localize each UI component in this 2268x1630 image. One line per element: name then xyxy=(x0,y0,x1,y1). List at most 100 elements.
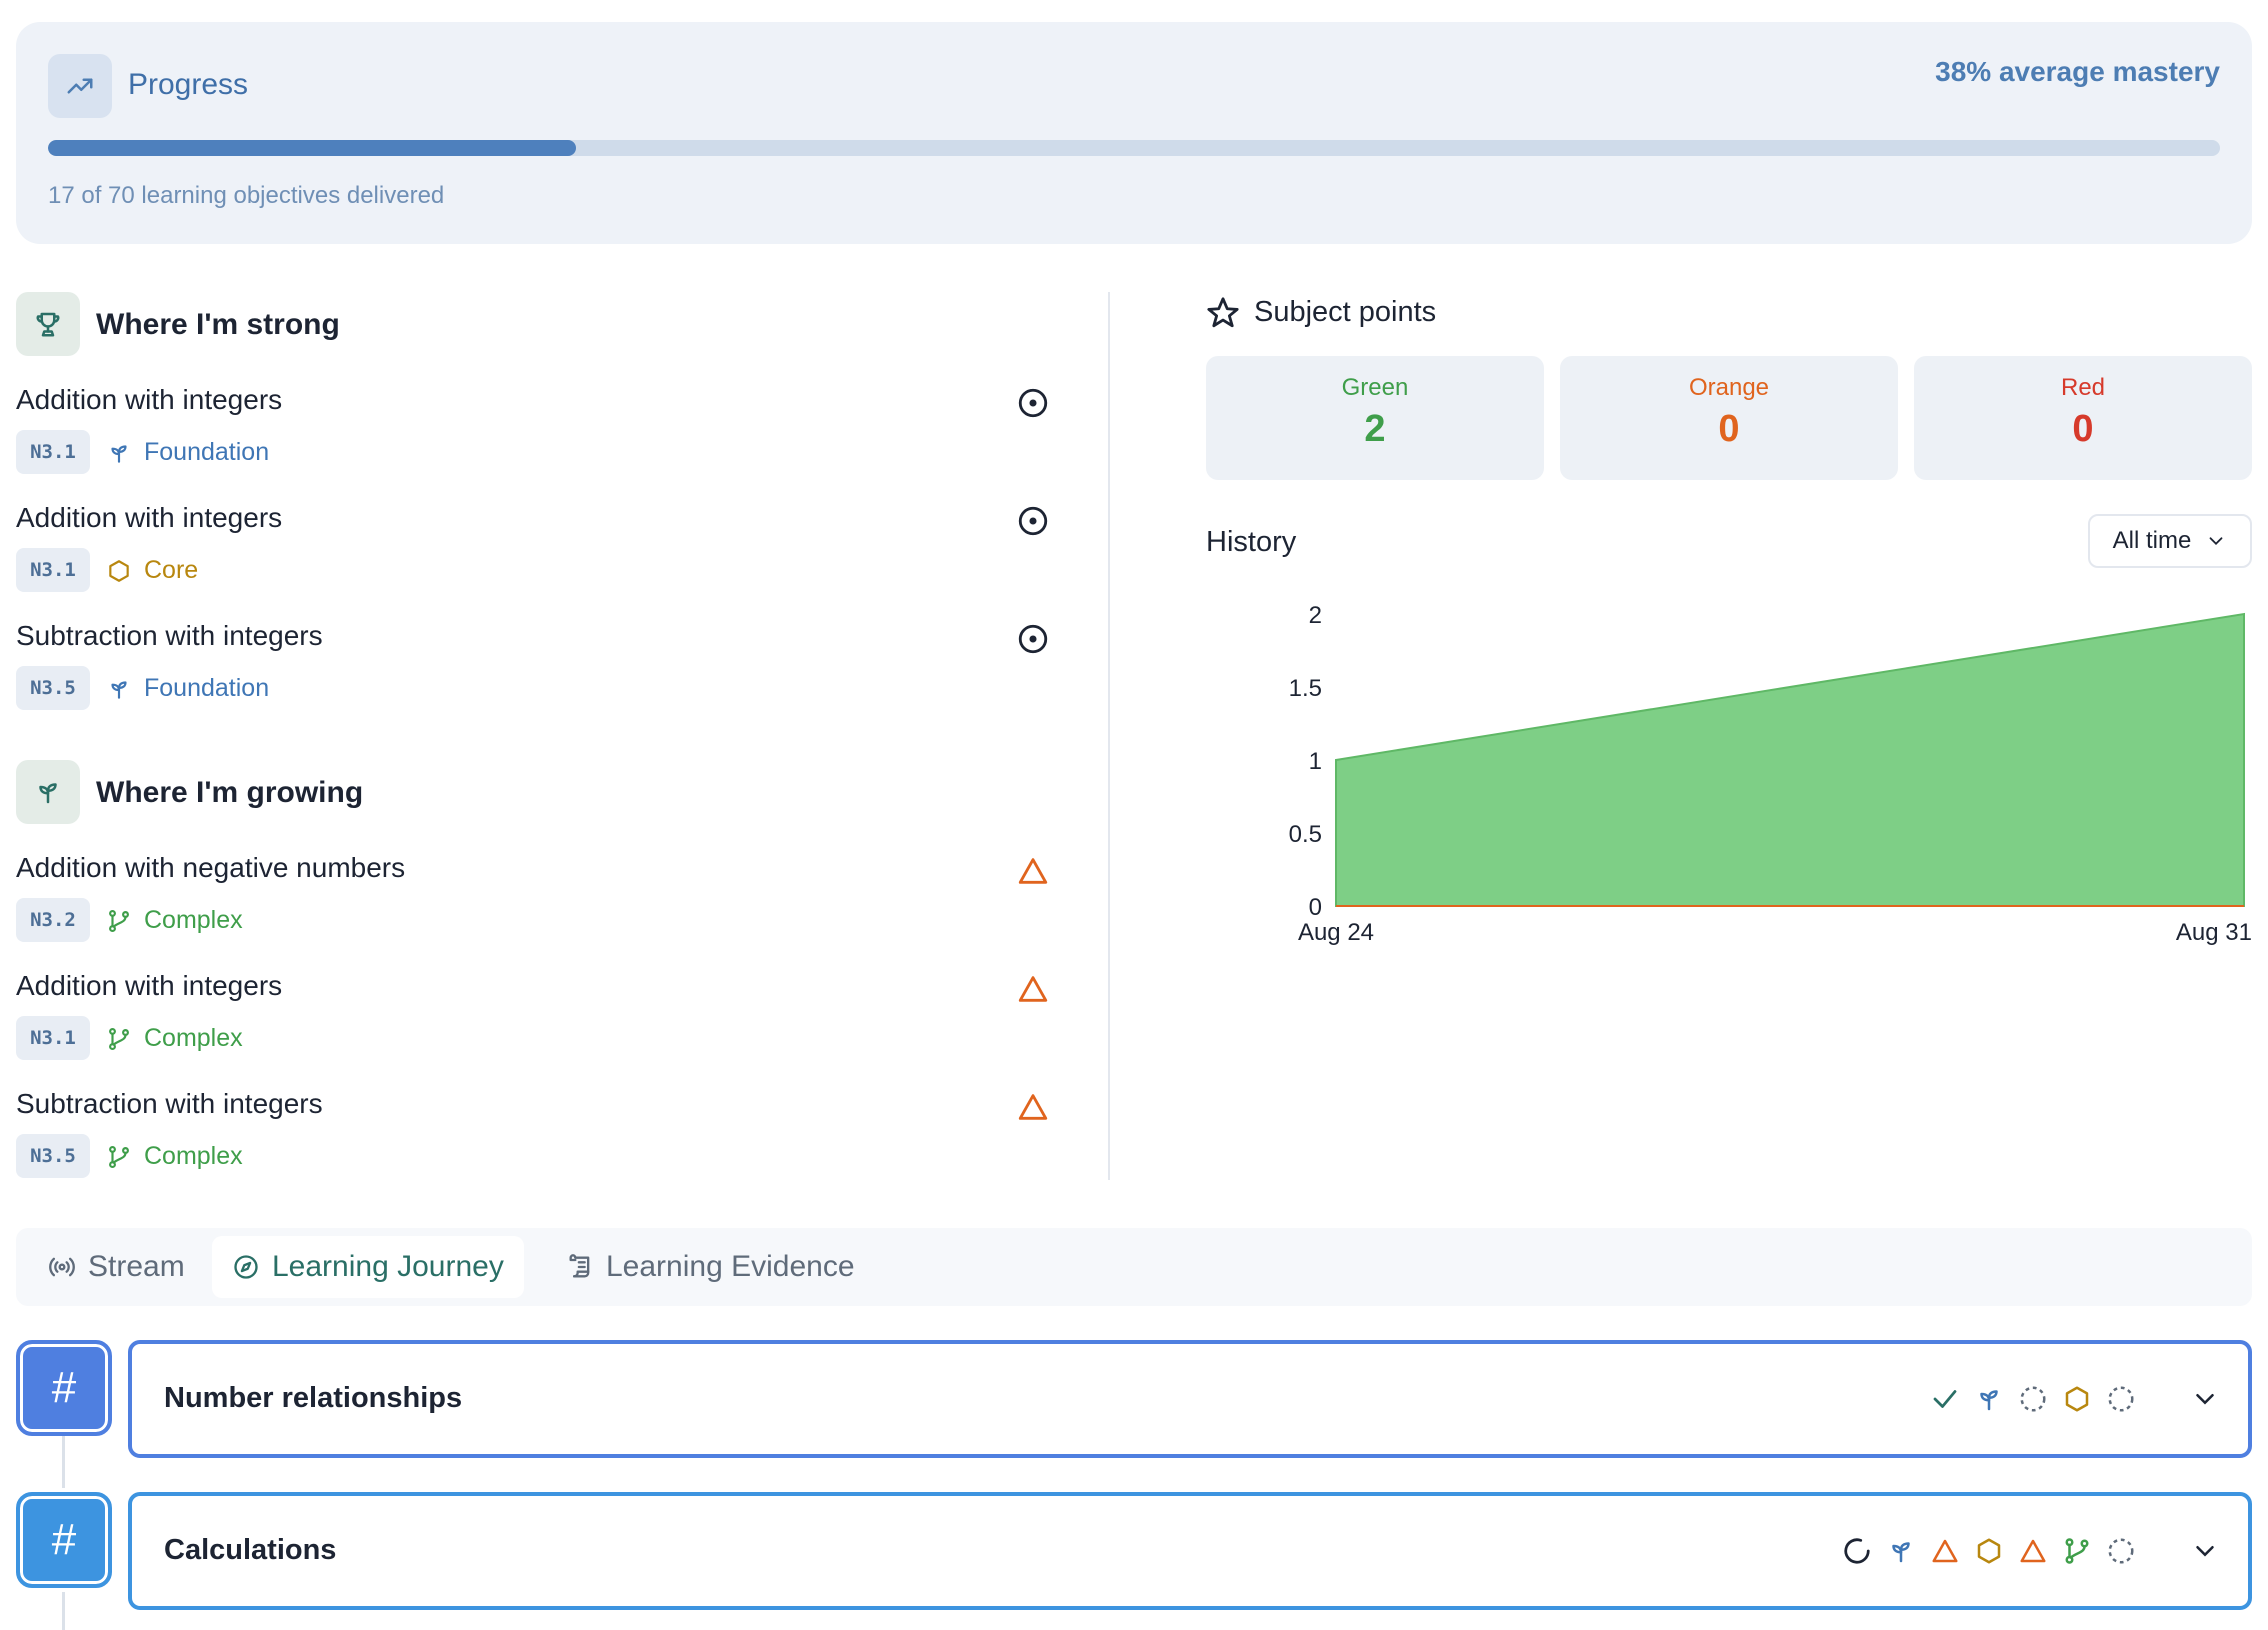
sprout-icon xyxy=(106,440,132,466)
objective-level: Complex xyxy=(106,1024,243,1053)
points-label: Green xyxy=(1341,374,1409,401)
trophy-icon xyxy=(16,292,80,356)
target-icon xyxy=(1016,622,1050,656)
points-box-green: Green 2 xyxy=(1206,356,1544,480)
section-title-strong: Where I'm strong xyxy=(96,308,340,341)
progress-card xyxy=(16,22,2252,244)
chevron-down-icon[interactable] xyxy=(2190,1536,2220,1566)
dashed-circle-icon xyxy=(2106,1536,2136,1566)
journey-badge: # xyxy=(16,1492,112,1588)
history-range-select[interactable]: All time xyxy=(2088,514,2252,568)
y-tick-label: 1 xyxy=(1309,748,1322,775)
journey-item-title: Number relationships xyxy=(164,1382,463,1414)
tab-label: Stream xyxy=(88,1250,185,1283)
hexagon-icon xyxy=(2062,1384,2092,1414)
objective-level-label: Foundation xyxy=(144,438,270,466)
objective-level: Foundation xyxy=(106,438,269,467)
objective-level: Foundation xyxy=(106,674,269,703)
hexagon-icon xyxy=(106,558,132,584)
chevron-down-icon xyxy=(2209,537,2223,546)
history-range-value: All time xyxy=(2112,527,2192,554)
y-tick-label: 0.5 xyxy=(1289,821,1322,848)
sprout-icon xyxy=(16,760,80,824)
tab-stream[interactable]: Stream xyxy=(28,1236,205,1298)
target-icon xyxy=(1016,386,1050,420)
progress-subtitle: 17 of 70 learning objectives delivered xyxy=(48,182,445,209)
target-icon xyxy=(1016,504,1050,538)
area-series-green xyxy=(1335,612,2245,907)
journey-connector xyxy=(62,1436,65,1488)
journey-connector xyxy=(62,1592,65,1630)
branch-icon xyxy=(106,1144,132,1170)
objective-code: N3.2 xyxy=(16,898,90,942)
history-chart: 0 0.5 1 1.5 2 Aug 24 Aug 31 xyxy=(1289,602,2252,946)
branch-icon xyxy=(106,908,132,934)
tab-label: Learning Journey xyxy=(272,1250,504,1283)
warning-triangle-icon xyxy=(1016,854,1050,888)
tab-learning-journey[interactable]: Learning Journey xyxy=(212,1236,524,1298)
points-value: 0 xyxy=(1718,408,1740,450)
objective-code: N3.1 xyxy=(16,1016,90,1060)
objective-title: Addition with negative numbers xyxy=(16,852,406,883)
objective-code: N3.1 xyxy=(16,430,90,474)
journey-status-icons xyxy=(1842,1496,2220,1606)
scroll-icon xyxy=(569,1254,590,1278)
progress-bar xyxy=(48,140,2220,156)
progress-title: Progress xyxy=(128,68,249,101)
objective-level: Complex xyxy=(106,1142,243,1171)
journey-item-number-relationships[interactable]: Number relationships xyxy=(128,1340,2252,1458)
history-title: History xyxy=(1206,526,1297,558)
warning-triangle-icon xyxy=(1016,972,1050,1006)
tab-learning-evidence[interactable]: Learning Evidence xyxy=(546,1236,875,1298)
y-tick-label: 0 xyxy=(1309,894,1322,921)
hash-icon: # xyxy=(51,1515,77,1564)
objective-level-label: Complex xyxy=(144,1024,243,1052)
objective-level-label: Complex xyxy=(144,906,243,934)
progress-bar-fill xyxy=(48,140,576,156)
loading-icon xyxy=(1842,1536,1872,1566)
sprout-icon xyxy=(1974,1384,2004,1414)
objective-title: Subtraction with integers xyxy=(16,620,323,651)
objective-level: Complex xyxy=(106,906,243,935)
compass-icon xyxy=(234,1255,258,1279)
warning-triangle-icon xyxy=(2018,1536,2048,1566)
sprout-icon xyxy=(1886,1536,1916,1566)
chevron-down-icon[interactable] xyxy=(2190,1384,2220,1414)
warning-triangle-icon xyxy=(1930,1536,1960,1566)
average-mastery: 38% average mastery xyxy=(1935,56,2220,87)
points-value: 2 xyxy=(1364,408,1386,450)
objective-code: N3.5 xyxy=(16,666,90,710)
objective-level-label: Complex xyxy=(144,1142,243,1170)
dashed-circle-icon xyxy=(2018,1384,2048,1414)
section-title-growing: Where I'm growing xyxy=(96,776,364,809)
journey-item-calculations[interactable]: Calculations xyxy=(128,1492,2252,1610)
column-divider xyxy=(1108,292,1110,1180)
objective-level-label: Foundation xyxy=(144,674,270,702)
objective-title: Subtraction with integers xyxy=(16,1088,323,1119)
branch-icon xyxy=(2062,1536,2092,1566)
objective-level: Core xyxy=(106,556,198,585)
objective-title: Addition with integers xyxy=(16,384,283,415)
broadcast-icon xyxy=(49,1257,75,1277)
trending-up-icon xyxy=(48,54,112,118)
points-box-red: Red 0 xyxy=(1914,356,2252,480)
y-tick-label: 1.5 xyxy=(1289,675,1322,702)
branch-icon xyxy=(106,1026,132,1052)
points-label: Red xyxy=(2060,374,2106,401)
journey-status-icons xyxy=(1930,1344,2220,1454)
objective-code: N3.5 xyxy=(16,1134,90,1178)
objective-code: N3.1 xyxy=(16,548,90,592)
y-tick-label: 2 xyxy=(1309,602,1322,629)
objective-title: Addition with integers xyxy=(16,502,283,533)
objective-title: Addition with integers xyxy=(16,970,283,1001)
objective-level-label: Core xyxy=(144,556,199,584)
x-tick-label: Aug 24 xyxy=(1298,919,1374,946)
warning-triangle-icon xyxy=(1016,1090,1050,1124)
check-icon xyxy=(1930,1384,1960,1414)
subject-points-title: Subject points xyxy=(1254,296,1437,328)
journey-badge: # xyxy=(16,1340,112,1436)
points-value: 0 xyxy=(2072,408,2094,450)
hexagon-icon xyxy=(1974,1536,2004,1566)
points-box-orange: Orange 0 xyxy=(1560,356,1898,480)
sprout-icon xyxy=(106,676,132,702)
